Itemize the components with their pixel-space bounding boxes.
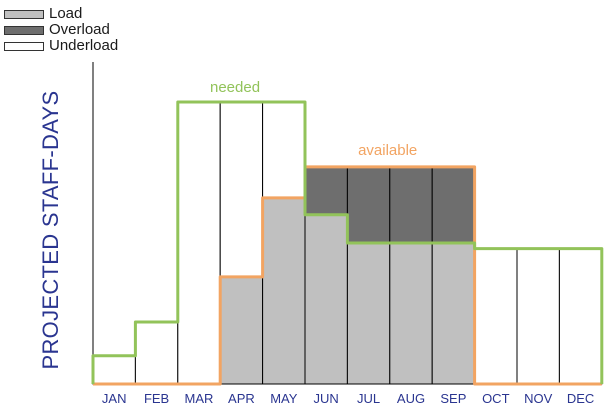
underload-bar-may — [262, 101, 306, 199]
load-bar-sep — [431, 242, 476, 385]
needed-line — [91, 100, 604, 384]
legend-item-load: Load — [4, 5, 83, 22]
underload-bar-dec — [558, 248, 603, 385]
underload-bar-feb — [134, 321, 179, 385]
series-labels-group: needed available — [210, 79, 417, 159]
legend-item-underload: Underload — [4, 37, 119, 54]
underload-bar-oct — [474, 248, 518, 385]
needed-series-label: needed — [210, 79, 260, 96]
x-tick-label-dec: DEC — [567, 391, 594, 406]
x-tick-label-feb: FEB — [144, 391, 169, 406]
x-tick-label-sep: SEP — [440, 391, 466, 406]
x-tick-label-jul: JUL — [357, 391, 380, 406]
series-lines-group — [91, 100, 604, 386]
underload-bar-apr — [219, 101, 264, 278]
x-tick-label-mar: MAR — [185, 391, 214, 406]
load-bar-may — [262, 197, 306, 385]
underload-bar-nov — [516, 248, 560, 385]
overload-bar-jun — [304, 166, 348, 216]
load-bar-jul — [346, 242, 391, 385]
legend-label-overload: Overload — [49, 21, 110, 38]
x-tick-label-apr: APR — [228, 391, 255, 406]
x-tick-label-aug: AUG — [397, 391, 425, 406]
x-tick-label-jan: JAN — [102, 391, 127, 406]
load-bar-apr — [219, 276, 264, 385]
overload-bar-sep — [431, 166, 476, 244]
x-tick-label-may: MAY — [270, 391, 298, 406]
x-tick-label-jun: JUN — [314, 391, 339, 406]
underload-bar-mar — [177, 101, 221, 385]
x-tick-label-oct: OCT — [482, 391, 510, 406]
overload-bar-aug — [389, 166, 433, 244]
legend-label-load: Load — [49, 5, 83, 22]
legend-item-overload: Overload — [4, 21, 110, 38]
x-tick-labels-group: JAN FEB MAR APR MAY JUN JUL AUG SEP OCT NOV DEC — [102, 391, 594, 406]
available-series-label: available — [358, 142, 417, 159]
legend-swatch-underload — [4, 41, 44, 51]
load-bar-aug — [389, 242, 433, 385]
underload-bar-jan — [92, 355, 136, 385]
overload-bar-jul — [346, 166, 391, 244]
legend-swatch-load — [4, 9, 44, 19]
load-bar-jun — [304, 214, 348, 385]
legend-swatch-overload — [4, 25, 44, 35]
x-tick-label-nov: NOV — [524, 391, 553, 406]
legend-label-underload: Underload — [49, 37, 119, 54]
